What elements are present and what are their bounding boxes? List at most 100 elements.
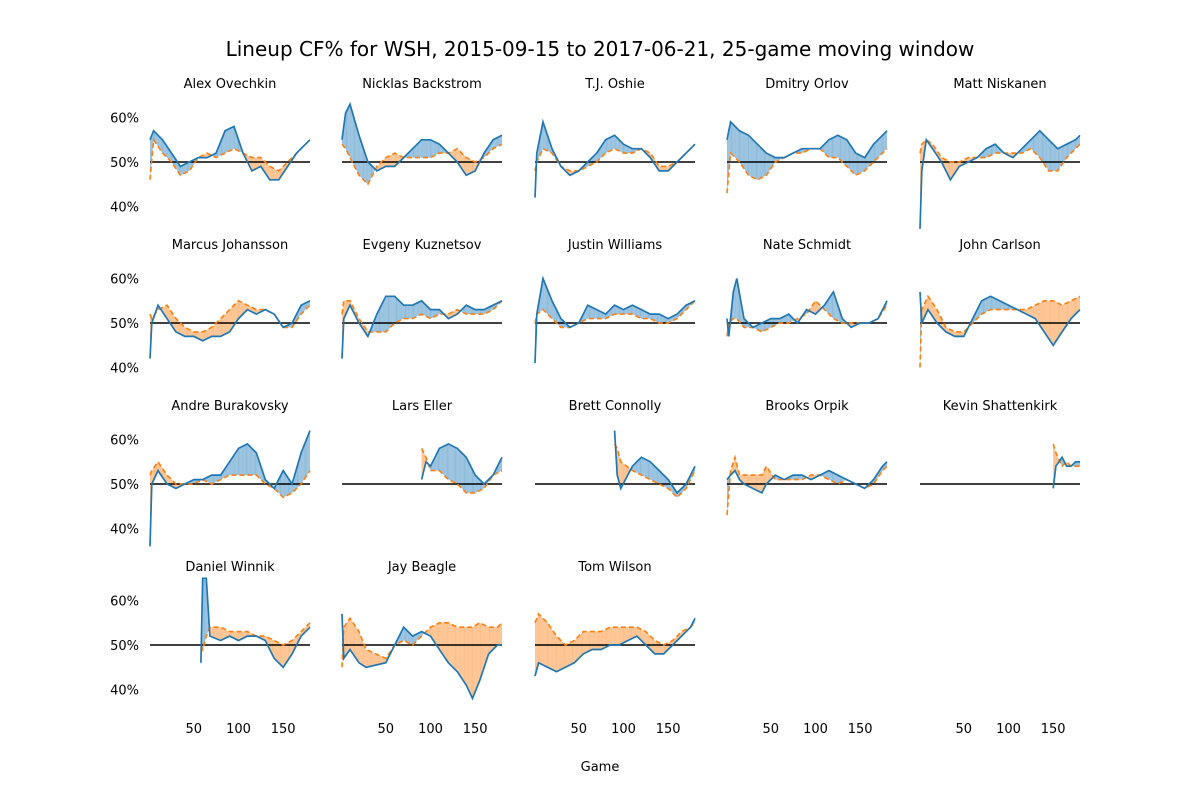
panel-title: T.J. Oshie: [584, 77, 644, 92]
fill-band: [1046, 137, 1047, 169]
fill-band: [412, 147, 414, 158]
fill-band: [421, 300, 423, 315]
fill-band: [762, 471, 764, 492]
fill-band: [251, 157, 253, 171]
fill-band: [285, 474, 287, 496]
fill-band: [736, 128, 738, 161]
fill-band: [934, 305, 936, 321]
fill-band: [774, 318, 776, 326]
fill-band: [763, 150, 765, 177]
fill-band: [776, 318, 778, 325]
fill-band: [638, 308, 640, 318]
x-tick-label: 100: [996, 722, 1021, 737]
fill-band: [378, 163, 380, 170]
y-tick-label: 40%: [110, 201, 139, 216]
fill-band: [436, 142, 438, 155]
fill-band: [1069, 142, 1071, 155]
fill-band: [221, 137, 223, 155]
fill-band: [434, 457, 435, 471]
fill-band: [417, 143, 418, 158]
y-tick-label: 60%: [110, 595, 139, 610]
fill-band: [751, 475, 752, 488]
fill-band: [237, 631, 239, 641]
fill-band: [429, 139, 431, 158]
fill-band: [463, 454, 465, 492]
fill-band: [379, 162, 381, 170]
fill-band: [479, 479, 481, 491]
panel-title: Lars Eller: [392, 399, 453, 414]
fill-band: [798, 475, 800, 480]
fill-band: [727, 135, 728, 194]
fill-band: [1030, 307, 1032, 317]
fill-band: [653, 464, 654, 482]
fill-band: [366, 156, 367, 184]
fill-band: [753, 475, 755, 490]
fill-band: [617, 138, 619, 151]
fill-band: [645, 459, 647, 478]
series-with-line: [1052, 455, 1080, 489]
fill-band: [501, 622, 502, 645]
fill-band: [786, 314, 788, 323]
fill-band: [767, 153, 769, 174]
fill-band: [458, 449, 460, 486]
fill-band: [816, 301, 818, 314]
fill-band: [227, 630, 229, 637]
fill-band: [622, 463, 624, 485]
fill-band: [397, 299, 399, 322]
series-with-line: [341, 101, 503, 177]
fill-band: [226, 465, 227, 477]
fill-band: [631, 627, 633, 639]
fill-band: [828, 298, 829, 315]
fill-band: [593, 631, 594, 650]
fill-band: [736, 278, 738, 320]
fill-band: [210, 627, 212, 637]
fill-band: [356, 126, 358, 172]
fill-band: [787, 314, 789, 323]
fill-band: [220, 627, 222, 641]
fill-band: [1064, 303, 1066, 328]
fill-band: [1031, 306, 1033, 318]
fill-band: [501, 457, 502, 472]
fill-band: [1006, 304, 1008, 310]
fill-band: [480, 309, 482, 315]
fill-band: [416, 303, 418, 317]
fill-band: [602, 630, 604, 649]
fill-band: [268, 165, 270, 180]
fill-band: [287, 642, 289, 661]
fill-band: [565, 644, 567, 668]
fill-band: [766, 320, 768, 330]
fill-band: [343, 300, 345, 319]
fill-band: [365, 154, 367, 183]
fill-band: [1072, 299, 1074, 317]
fill-band: [1043, 300, 1045, 332]
fill-band: [422, 301, 424, 315]
fill-band: [639, 458, 641, 475]
fill-band: [732, 123, 734, 156]
fill-band: [558, 637, 560, 671]
fill-band: [763, 321, 765, 331]
fill-band: [184, 164, 185, 174]
fill-band: [610, 137, 611, 151]
fill-band: [619, 139, 620, 152]
fill-band: [590, 631, 592, 651]
fill-band: [563, 643, 565, 669]
fill-band: [1028, 141, 1030, 150]
fill-band: [501, 135, 502, 145]
fill-band: [937, 311, 939, 325]
fill-band: [465, 156, 467, 176]
fill-band: [849, 143, 851, 170]
fill-band: [407, 630, 409, 643]
fill-band: [1075, 298, 1077, 315]
fill-band: [494, 138, 495, 149]
fill-band: [424, 139, 426, 158]
fill-band: [279, 476, 281, 495]
fill-band: [224, 314, 226, 335]
fill-band: [1049, 140, 1051, 171]
series-without-line: [341, 300, 503, 333]
fill-band: [348, 105, 350, 156]
fill-band: [576, 637, 577, 661]
fill-band: [626, 307, 628, 315]
fill-band: [826, 471, 828, 479]
fill-band: [158, 463, 160, 474]
